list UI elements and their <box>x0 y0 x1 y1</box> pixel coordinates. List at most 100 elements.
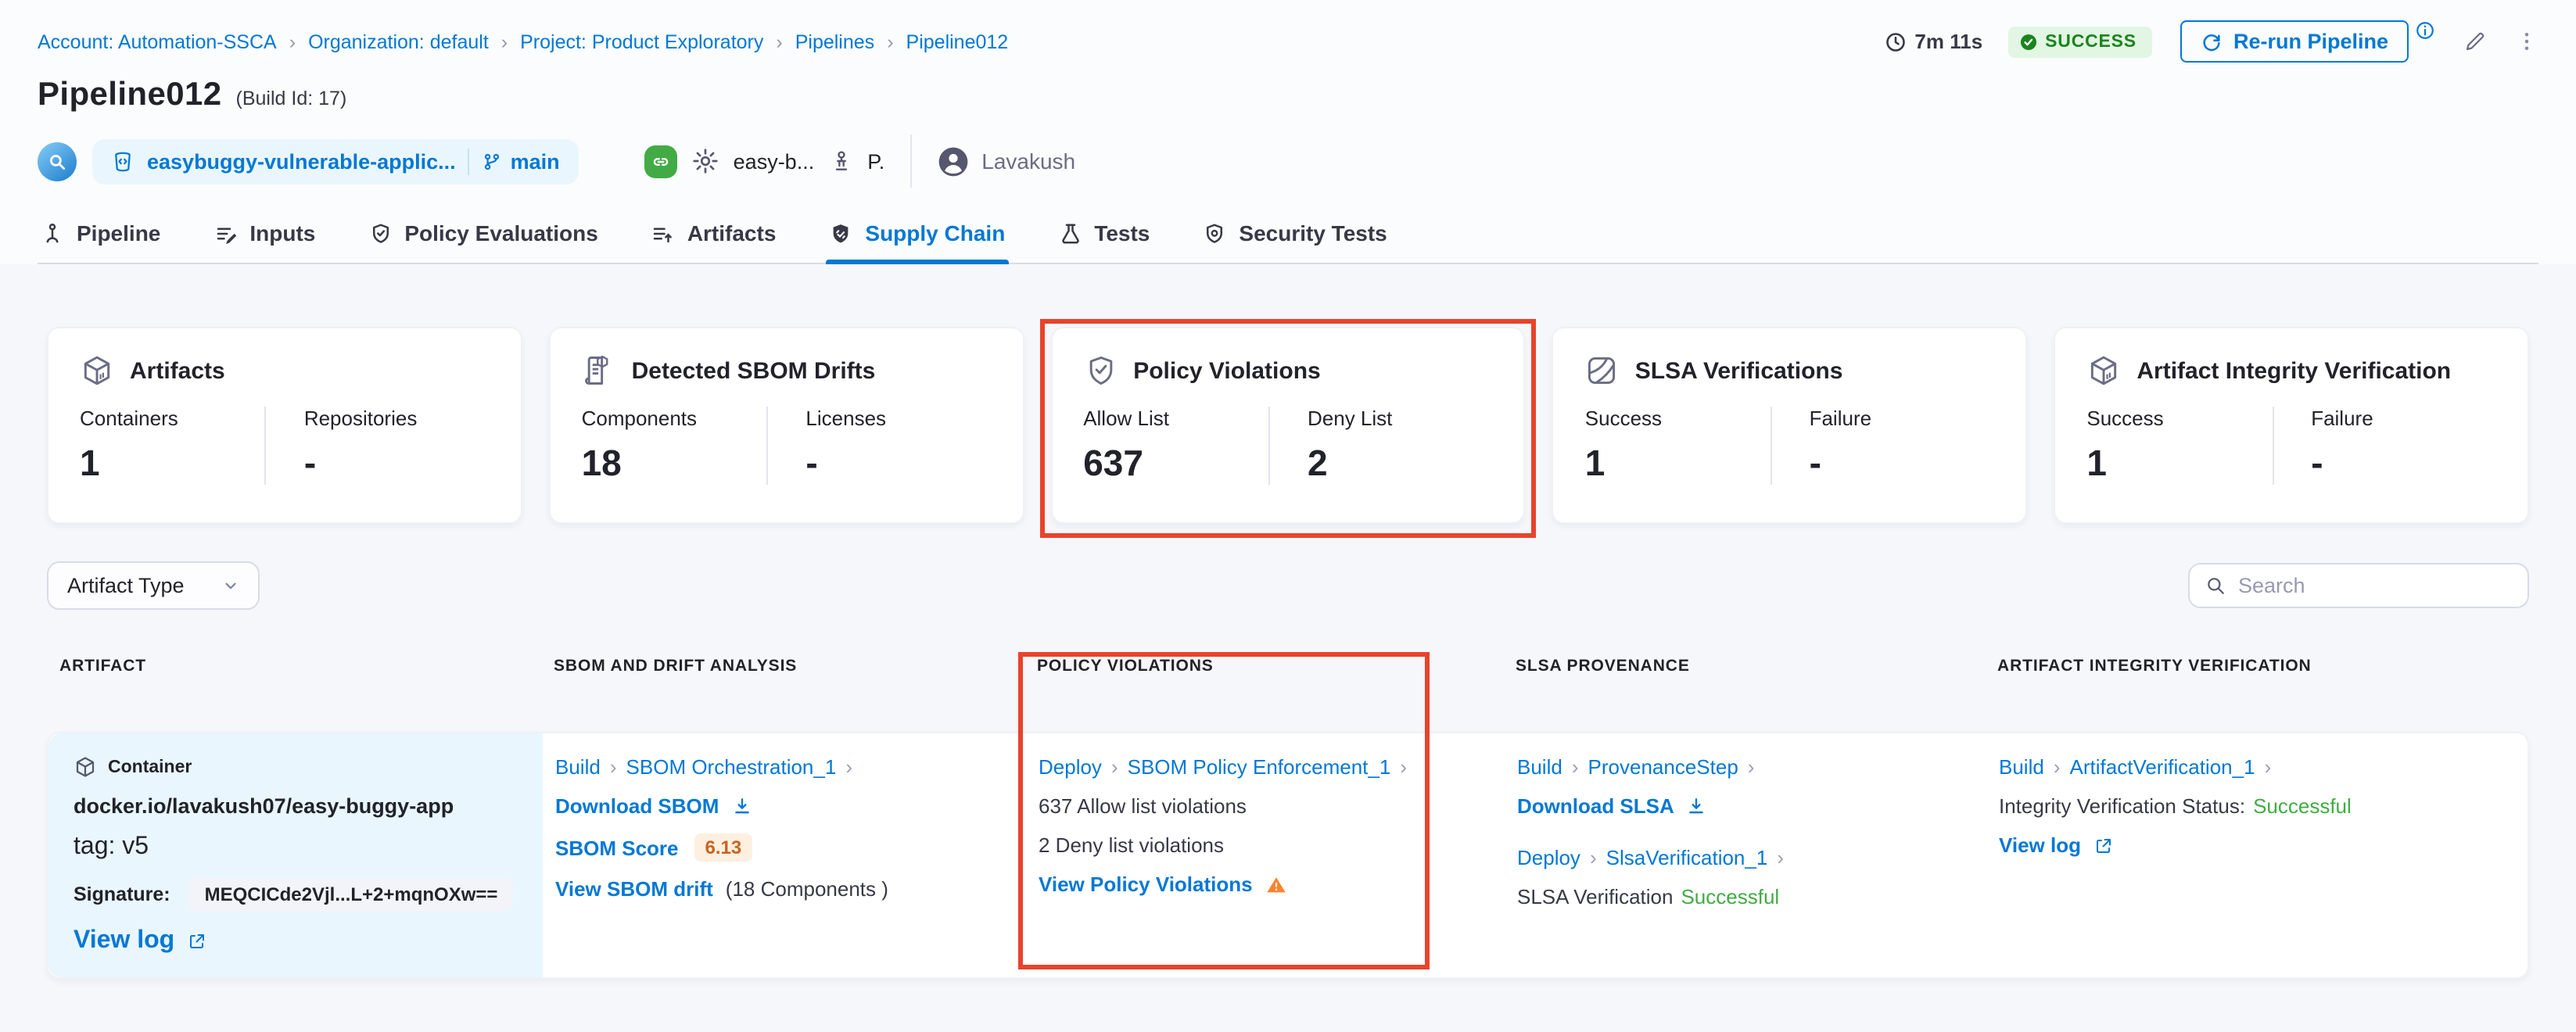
slsa-verification-status: Successful <box>1681 885 1780 908</box>
info-icon[interactable] <box>2415 20 2435 41</box>
policy-violations-card: Policy Violations Allow List 637 Deny Li… <box>1039 319 1537 538</box>
view-log-link[interactable]: View log <box>1999 833 2081 857</box>
metric-value: 1 <box>80 443 100 483</box>
executed-by: Lavakush <box>936 145 1075 177</box>
view-sbom-drift-link[interactable]: View SBOM drift <box>555 877 713 901</box>
breadcrumb-pipelines[interactable]: Pipelines <box>763 30 874 52</box>
trigger-icon <box>38 142 77 181</box>
slsa-verification-label: SLSA Verification <box>1517 885 1674 908</box>
kebab-menu-icon[interactable] <box>2515 30 2538 53</box>
slsa-verifications-card: SLSA Verifications Success 1 Failure - <box>1552 327 2028 524</box>
supply-chain-shield-icon <box>829 221 852 245</box>
shield-check-icon <box>1083 353 1118 388</box>
breadcrumb-account[interactable]: Account: Automation-SSCA <box>38 30 277 52</box>
page-title: Pipeline012 <box>38 77 222 113</box>
artifact-type-select[interactable]: Artifact Type <box>47 561 260 610</box>
environment-abbrev: P. <box>867 149 885 173</box>
metric-label: Repositories <box>303 407 418 430</box>
breadcrumb-project[interactable]: Project: Product Exploratory <box>489 30 763 52</box>
artifact-integrity-card: Artifact Integrity Verification Success … <box>2054 327 2529 524</box>
refresh-icon <box>2201 30 2223 52</box>
tab-inputs[interactable]: Inputs <box>210 206 318 263</box>
download-sbom-link[interactable]: Download SBOM <box>555 794 719 818</box>
service-name: easy-b... <box>733 149 815 173</box>
tab-supply-chain[interactable]: Supply Chain <box>826 206 1010 264</box>
download-slsa-link[interactable]: Download SLSA <box>1517 794 1674 818</box>
stage-link[interactable]: Deploy <box>1517 846 1606 869</box>
summary-cards: Artifacts Containers 1 Repositories - <box>47 319 2529 538</box>
table-header: ARTIFACT SBOM AND DRIFT ANALYSIS POLICY … <box>47 657 2529 694</box>
tab-label: Inputs <box>249 220 316 245</box>
tab-tests[interactable]: Tests <box>1055 206 1153 263</box>
sbom-score-link[interactable]: SBOM Score <box>555 836 679 859</box>
column-header-slsa-provenance: SLSA PROVENANCE <box>1516 657 1690 675</box>
repository-icon <box>111 149 135 173</box>
build-id: (Build Id: 17) <box>235 88 347 109</box>
execution-context: easy-b... P. <box>644 145 885 177</box>
card-title: Policy Violations <box>1133 357 1321 384</box>
metric-label: Success <box>1584 407 1663 430</box>
card-title: SLSA Verifications <box>1634 357 1843 384</box>
artifact-image-name: docker.io/lavakush07/easy-buggy-app <box>74 794 454 818</box>
metric-label: Containers <box>80 407 178 430</box>
sbom-document-icon <box>582 353 616 388</box>
step-link[interactable]: ArtifactVerification_1 <box>2070 755 2281 779</box>
edit-pencil-icon[interactable] <box>2463 30 2487 53</box>
stage-link[interactable]: Deploy <box>1039 755 1128 779</box>
allow-list-violations: 637 Allow list violations <box>1039 794 1247 818</box>
stage-link[interactable]: Build <box>1517 755 1588 779</box>
execution-duration: 7m 11s <box>1885 30 1982 53</box>
artifacts-card: Artifacts Containers 1 Repositories - <box>47 327 522 524</box>
pipeline-icon <box>41 221 64 245</box>
artifacts-list-icon <box>651 221 675 245</box>
stage-link[interactable]: Build <box>1999 755 2070 779</box>
branch-name[interactable]: main <box>510 149 560 173</box>
signature-label: Signature: <box>74 883 170 905</box>
step-link[interactable]: SlsaVerification_1 <box>1606 846 1793 869</box>
status-badge: SUCCESS <box>2007 26 2152 57</box>
clock-icon <box>1885 30 1907 52</box>
repo-pill[interactable]: easybuggy-vulnerable-applic... main <box>92 138 579 184</box>
metric-value: 18 <box>581 443 622 483</box>
step-link[interactable]: SBOM Policy Enforcement_1 <box>1128 755 1416 779</box>
column-header-sbom: SBOM AND DRIFT ANALYSIS <box>554 657 798 675</box>
view-log-link[interactable]: View log <box>74 927 175 954</box>
stage-link[interactable]: Build <box>555 755 626 779</box>
tab-artifacts[interactable]: Artifacts <box>648 206 780 263</box>
signature-value: MEQCICde2Vjl...L+2+mqnOXw== <box>188 877 514 912</box>
sbom-cell: Build SBOM Orchestration_1 Download SBOM… <box>543 733 1020 977</box>
repo-name[interactable]: easybuggy-vulnerable-applic... <box>147 149 456 173</box>
branch-link[interactable]: main <box>483 149 560 173</box>
git-branch-icon <box>483 151 503 171</box>
artifact-tag: tag: v5 <box>74 833 149 860</box>
card-title: Detected SBOM Drifts <box>631 357 876 384</box>
filter-bar: Artifact Type <box>47 561 2529 610</box>
cube-icon <box>2086 353 2121 388</box>
step-link[interactable]: SBOM Orchestration_1 <box>626 755 862 779</box>
view-policy-violations-link[interactable]: View Policy Violations <box>1039 873 1253 896</box>
slsa-icon <box>1585 353 1620 388</box>
environment-icon <box>828 149 853 174</box>
step-link[interactable]: ProvenanceStep <box>1588 755 1764 779</box>
tab-pipeline[interactable]: Pipeline <box>38 206 163 263</box>
avatar <box>936 145 969 177</box>
card-title: Artifact Integrity Verification <box>2137 357 2452 384</box>
metric-value: - <box>1809 443 1821 483</box>
metric-value: - <box>2311 443 2323 483</box>
rerun-pipeline-button[interactable]: Re-run Pipeline <box>2180 20 2409 63</box>
search-input[interactable] <box>2238 574 2512 597</box>
search-box[interactable] <box>2188 563 2529 608</box>
tab-label: Supply Chain <box>865 220 1006 245</box>
tab-security-tests[interactable]: Security Tests <box>1200 206 1390 263</box>
breadcrumb-pipeline012[interactable]: Pipeline012 <box>874 30 1009 52</box>
tab-policy-evaluations[interactable]: Policy Evaluations <box>365 206 601 263</box>
tab-label: Artifacts <box>687 220 777 245</box>
metric-label: Components <box>581 407 698 430</box>
meta-divider <box>909 134 912 188</box>
breadcrumb-organization[interactable]: Organization: default <box>277 30 489 52</box>
column-header-artifact: ARTIFACT <box>59 657 147 675</box>
metric-label: Failure <box>1809 407 1872 430</box>
breadcrumb: Account: Automation-SSCA Organization: d… <box>38 30 1008 52</box>
metric-label: Success <box>2086 407 2164 430</box>
